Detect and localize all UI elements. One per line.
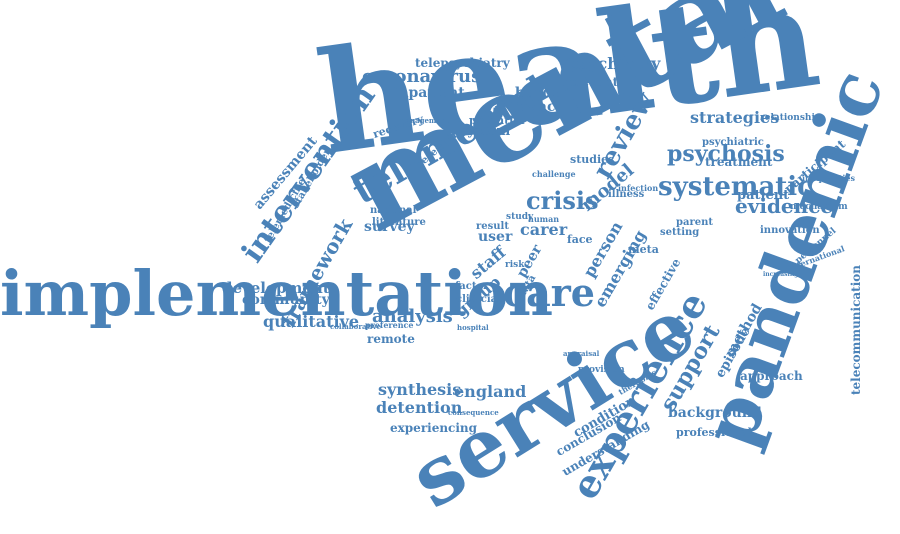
word: evidence — [735, 194, 834, 218]
word: approach — [740, 369, 803, 383]
word: care — [503, 270, 595, 315]
word: user — [478, 229, 513, 245]
word: collaborative — [330, 322, 381, 331]
word: factor — [455, 281, 489, 292]
word: challenge — [532, 169, 576, 179]
word: detention — [376, 398, 463, 417]
word: national — [370, 205, 417, 216]
word: inequalities — [802, 173, 855, 183]
word: study — [506, 212, 534, 222]
word: england — [454, 382, 527, 401]
word: hospital — [457, 323, 489, 332]
word: system — [460, 124, 511, 139]
word: appraisal — [563, 349, 600, 358]
word: qualitative — [263, 312, 360, 331]
word: consequence — [448, 408, 499, 417]
word: telepsychiatry — [415, 56, 510, 70]
word: crisis — [526, 186, 599, 215]
word: infection — [618, 183, 659, 193]
word: potential — [469, 114, 525, 127]
word: community — [242, 292, 330, 308]
word: literature — [372, 217, 426, 228]
word: parent — [676, 217, 713, 228]
word: remote — [367, 332, 415, 346]
word: experiencing — [390, 421, 478, 435]
word: implementation — [0, 257, 554, 330]
word: systematic — [658, 172, 814, 202]
word: setting — [660, 227, 700, 238]
word: psychiatry — [568, 54, 661, 73]
word: analysis — [372, 306, 453, 327]
word: coronavirus — [362, 66, 482, 87]
word: risk — [505, 260, 525, 270]
word: relevant — [563, 75, 619, 89]
word: treatment — [705, 155, 773, 169]
word: development — [222, 279, 330, 297]
word: patient — [737, 188, 790, 203]
word: face — [567, 233, 593, 246]
word: mechanism — [790, 202, 848, 212]
word: professional — [676, 426, 752, 439]
word: meta — [628, 243, 659, 256]
word: preference — [365, 320, 414, 330]
word: illness — [608, 189, 645, 200]
word: impact — [508, 99, 562, 115]
word: synthesis — [378, 380, 462, 399]
word: survey — [364, 219, 415, 235]
word: relationship — [760, 113, 822, 123]
word: telecommunication — [849, 265, 863, 395]
word: psychosis — [667, 141, 785, 167]
word: provision — [578, 365, 625, 375]
word: human — [528, 214, 560, 224]
word: increasing — [763, 271, 799, 278]
word: carer — [520, 220, 568, 239]
word: clinician — [456, 294, 505, 305]
word: strategies — [690, 108, 780, 127]
word: inpatient — [393, 85, 465, 101]
word: result — [476, 221, 509, 232]
word: burden — [515, 85, 572, 101]
word: background — [668, 405, 762, 421]
word: psychiatric — [702, 137, 764, 148]
word: studies — [570, 153, 615, 166]
word: innovation — [760, 225, 820, 236]
word: management — [398, 116, 450, 125]
